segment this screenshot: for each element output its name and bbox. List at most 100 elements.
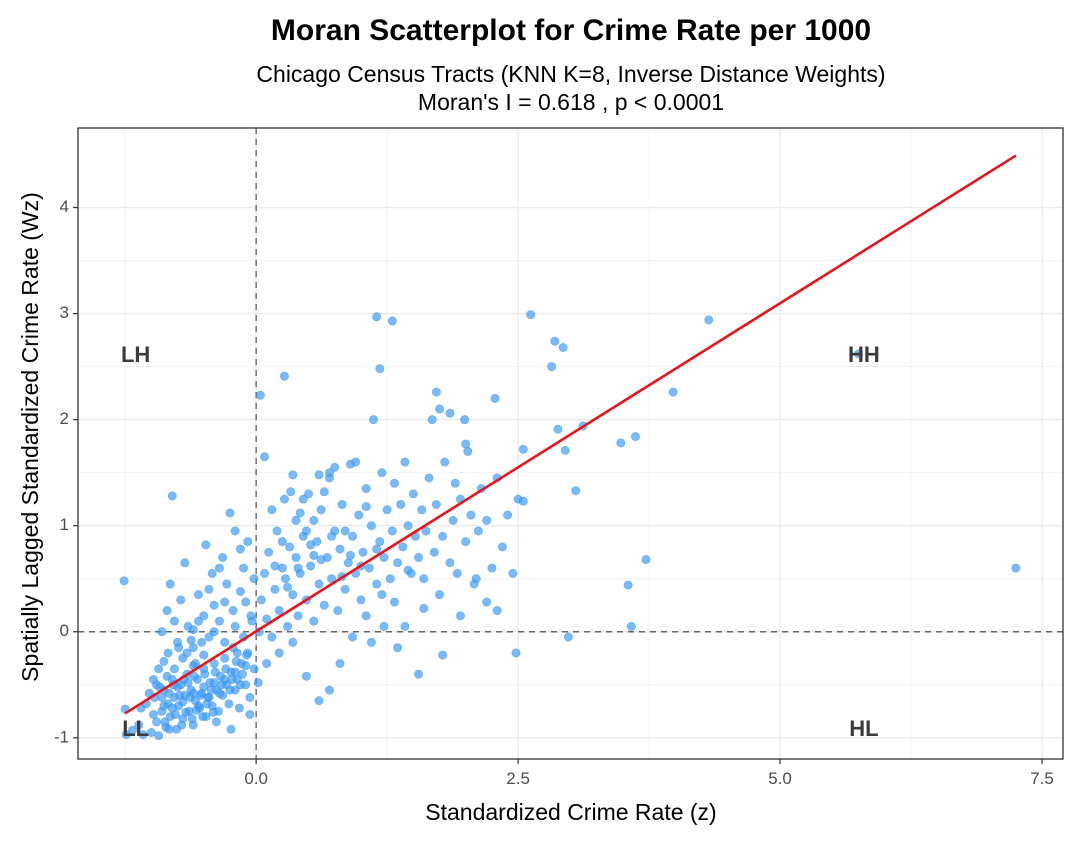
data-point: [319, 600, 329, 610]
data-point: [518, 496, 528, 506]
data-point: [154, 664, 164, 674]
data-point: [293, 611, 303, 621]
data-point: [274, 606, 284, 616]
data-point: [187, 714, 197, 724]
data-point: [518, 444, 528, 454]
data-point: [372, 544, 382, 554]
data-point: [220, 597, 230, 607]
data-point: [190, 659, 200, 669]
data-point: [186, 635, 196, 645]
data-point: [272, 526, 282, 536]
data-point: [492, 606, 502, 616]
data-point: [340, 584, 350, 594]
y-tick-label: 0: [60, 621, 69, 640]
data-point: [138, 730, 148, 740]
data-point: [220, 637, 230, 647]
data-point: [202, 699, 212, 709]
data-point: [327, 531, 337, 541]
data-point: [148, 674, 158, 684]
data-point: [497, 542, 507, 552]
data-point: [191, 705, 201, 715]
x-tick-label: 0.0: [244, 769, 268, 788]
data-point: [455, 611, 465, 621]
data-point: [460, 415, 470, 425]
data-point: [227, 674, 237, 684]
data-point: [198, 712, 208, 722]
data-point: [461, 537, 471, 547]
data-point: [157, 692, 167, 702]
data-point: [417, 505, 427, 515]
quadrant-labels: LH HH LL HL: [121, 342, 880, 741]
data-point: [230, 526, 240, 536]
regression-line: [124, 154, 1017, 715]
data-point: [387, 316, 397, 326]
data-point: [306, 561, 316, 571]
data-point: [361, 611, 371, 621]
data-point: [547, 362, 557, 372]
data-point: [385, 574, 395, 584]
data-point: [550, 336, 560, 346]
data-point: [421, 526, 431, 536]
data-point: [387, 526, 397, 536]
data-point: [314, 470, 324, 480]
data-point: [340, 526, 350, 536]
data-point: [343, 558, 353, 568]
data-point: [204, 584, 214, 594]
data-point: [170, 709, 180, 719]
data-point: [214, 688, 224, 698]
data-point: [337, 499, 347, 509]
data-point: [280, 574, 290, 584]
reference-lines: [78, 128, 1063, 759]
data-point: [563, 632, 573, 642]
plot-panel: LH HH LL HL: [77, 127, 1064, 760]
data-point: [249, 664, 259, 674]
data-point: [314, 696, 324, 706]
data-point: [246, 611, 256, 621]
data-point: [291, 515, 301, 525]
data-point: [176, 595, 186, 605]
data-point: [301, 671, 311, 681]
data-point: [288, 590, 298, 600]
data-point: [185, 692, 195, 702]
data-point: [217, 680, 227, 690]
data-point: [267, 632, 277, 642]
x-axis-title: Standardized Crime Rate (z): [425, 799, 716, 825]
data-point: [1011, 563, 1021, 573]
data-point: [571, 486, 581, 496]
data-point: [424, 473, 434, 483]
data-point: [366, 637, 376, 647]
data-point: [220, 653, 230, 663]
data-point: [372, 312, 382, 322]
data-point: [379, 621, 389, 631]
data-point: [235, 680, 245, 690]
data-point: [253, 678, 263, 688]
data-point: [232, 648, 242, 658]
data-point: [231, 656, 241, 666]
data-point: [119, 576, 129, 586]
data-point: [375, 537, 385, 547]
data-point: [414, 669, 424, 679]
data-point: [163, 648, 173, 658]
panel-border: [77, 127, 1064, 760]
data-point: [452, 568, 462, 578]
data-point: [207, 568, 217, 578]
data-point: [160, 717, 170, 727]
data-point: [553, 424, 563, 434]
data-point: [348, 531, 358, 541]
data-point: [200, 669, 210, 679]
data-point: [181, 707, 191, 717]
data-point: [324, 685, 334, 695]
data-points: [119, 310, 1021, 741]
data-point: [333, 606, 343, 616]
data-point: [400, 621, 410, 631]
data-point: [209, 627, 219, 637]
data-point: [324, 468, 334, 478]
data-point: [162, 606, 172, 616]
y-tick-label: 3: [60, 303, 69, 322]
data-point: [427, 415, 437, 425]
data-point: [377, 468, 387, 478]
data-point: [270, 561, 280, 571]
data-point: [218, 553, 228, 563]
data-point: [445, 408, 455, 418]
